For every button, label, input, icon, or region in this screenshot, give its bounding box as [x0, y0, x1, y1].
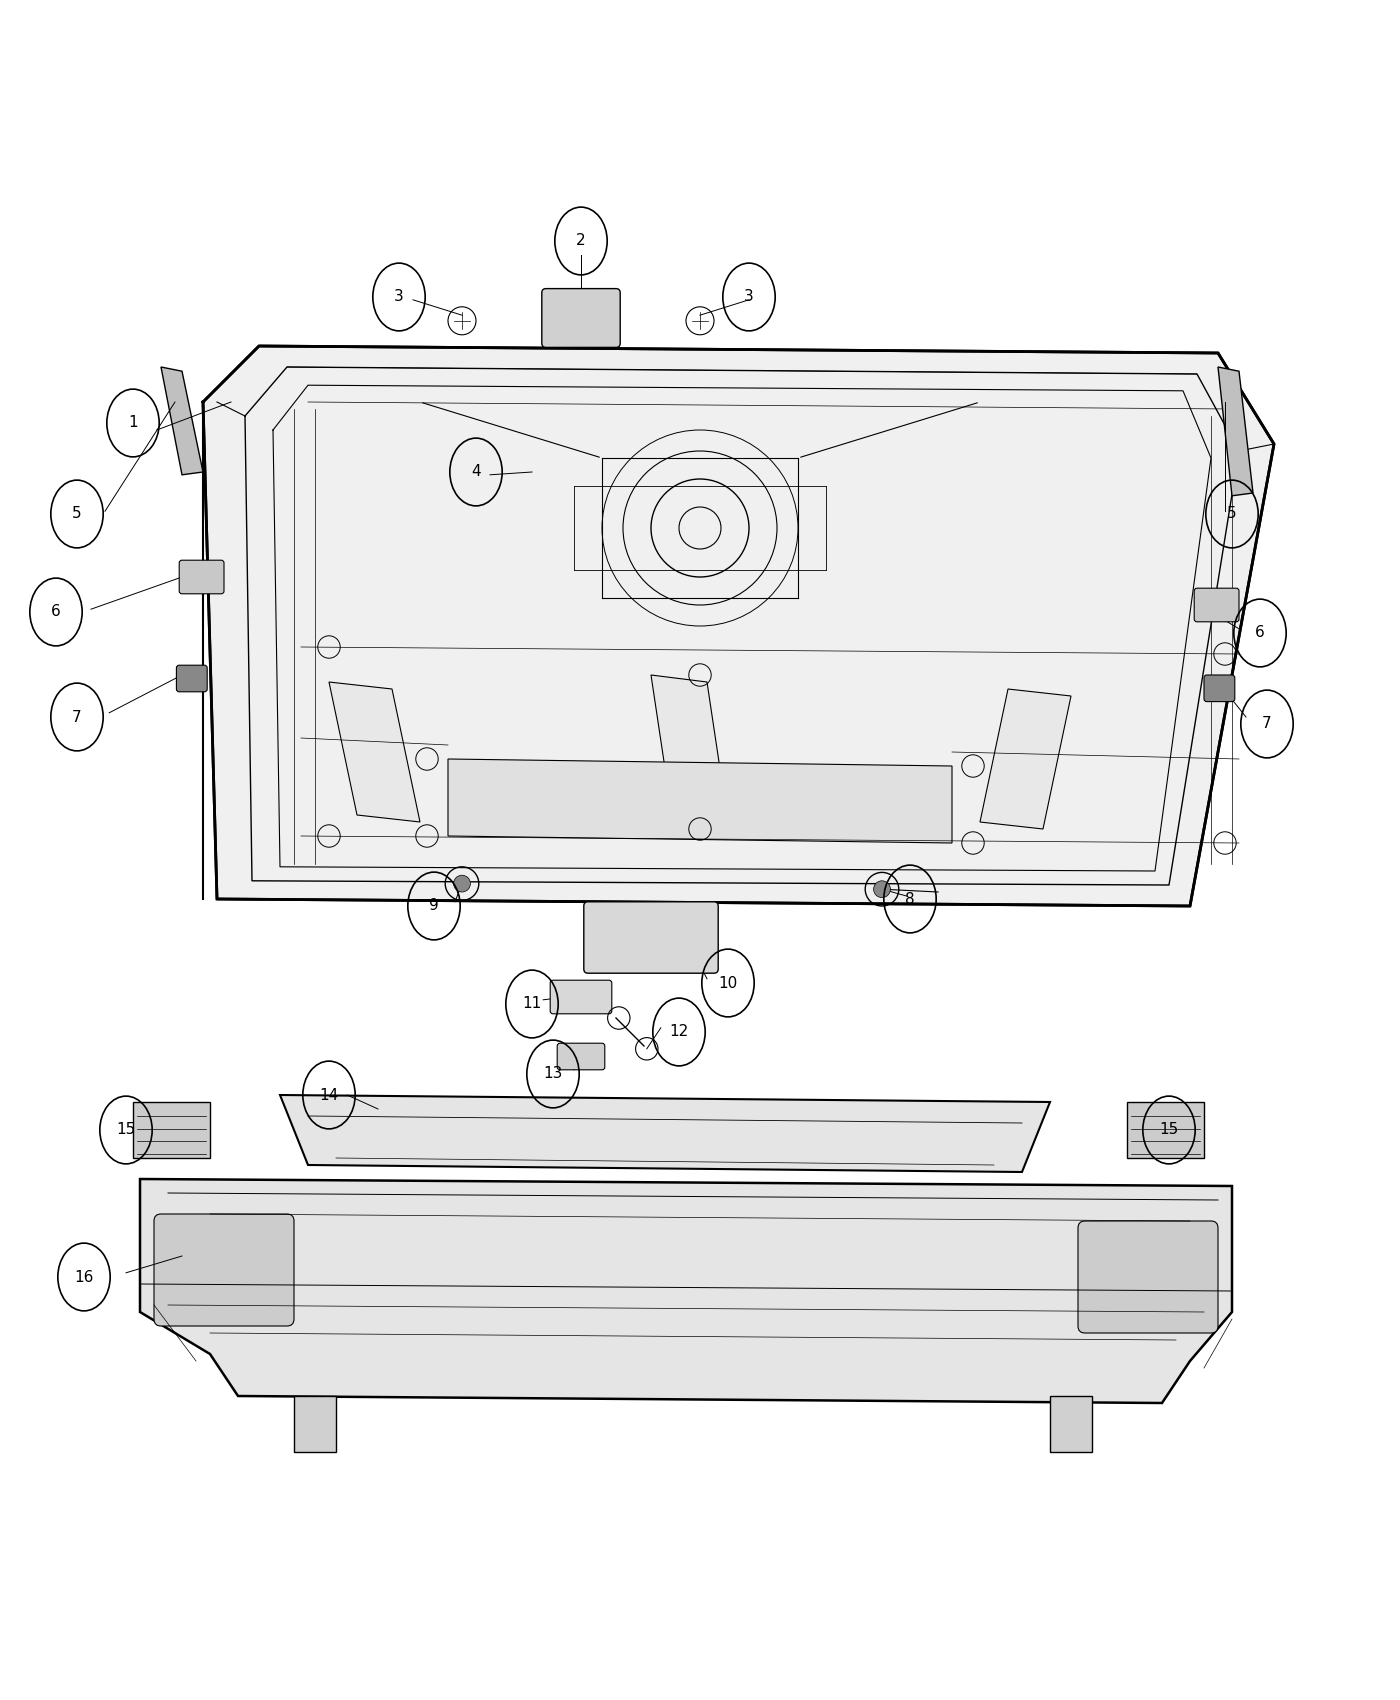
Text: 8: 8 — [906, 891, 914, 906]
Text: 13: 13 — [543, 1066, 563, 1081]
Polygon shape — [294, 1396, 336, 1452]
Text: 9: 9 — [430, 899, 438, 913]
FancyBboxPatch shape — [1204, 675, 1235, 702]
Text: 3: 3 — [745, 289, 753, 304]
FancyBboxPatch shape — [1078, 1221, 1218, 1333]
Text: 5: 5 — [1228, 507, 1236, 522]
Text: 6: 6 — [1256, 626, 1264, 641]
Text: 7: 7 — [73, 709, 81, 724]
Polygon shape — [280, 1095, 1050, 1171]
FancyBboxPatch shape — [557, 1044, 605, 1069]
FancyBboxPatch shape — [542, 289, 620, 347]
Text: 12: 12 — [669, 1025, 689, 1039]
FancyBboxPatch shape — [1194, 588, 1239, 622]
FancyBboxPatch shape — [176, 665, 207, 692]
Text: 5: 5 — [73, 507, 81, 522]
Polygon shape — [651, 675, 728, 823]
Polygon shape — [448, 758, 952, 843]
FancyBboxPatch shape — [550, 981, 612, 1013]
Text: 4: 4 — [472, 464, 480, 479]
Polygon shape — [980, 688, 1071, 830]
Text: 14: 14 — [319, 1088, 339, 1103]
Text: 2: 2 — [577, 233, 585, 248]
Polygon shape — [1050, 1396, 1092, 1452]
Text: 3: 3 — [395, 289, 403, 304]
FancyBboxPatch shape — [1127, 1102, 1204, 1158]
Text: 11: 11 — [522, 996, 542, 1012]
FancyBboxPatch shape — [133, 1102, 210, 1158]
Polygon shape — [140, 1180, 1232, 1402]
Circle shape — [874, 881, 890, 898]
FancyBboxPatch shape — [584, 901, 718, 972]
Text: 15: 15 — [116, 1122, 136, 1137]
Circle shape — [454, 876, 470, 892]
FancyBboxPatch shape — [154, 1214, 294, 1326]
Polygon shape — [329, 682, 420, 823]
Text: 16: 16 — [74, 1270, 94, 1285]
Text: 1: 1 — [129, 415, 137, 430]
Text: 6: 6 — [52, 605, 60, 619]
Text: 15: 15 — [1159, 1122, 1179, 1137]
Text: 10: 10 — [718, 976, 738, 991]
Text: 7: 7 — [1263, 716, 1271, 731]
Polygon shape — [161, 367, 203, 474]
Polygon shape — [203, 347, 1274, 906]
Polygon shape — [1218, 367, 1253, 496]
FancyBboxPatch shape — [179, 561, 224, 593]
